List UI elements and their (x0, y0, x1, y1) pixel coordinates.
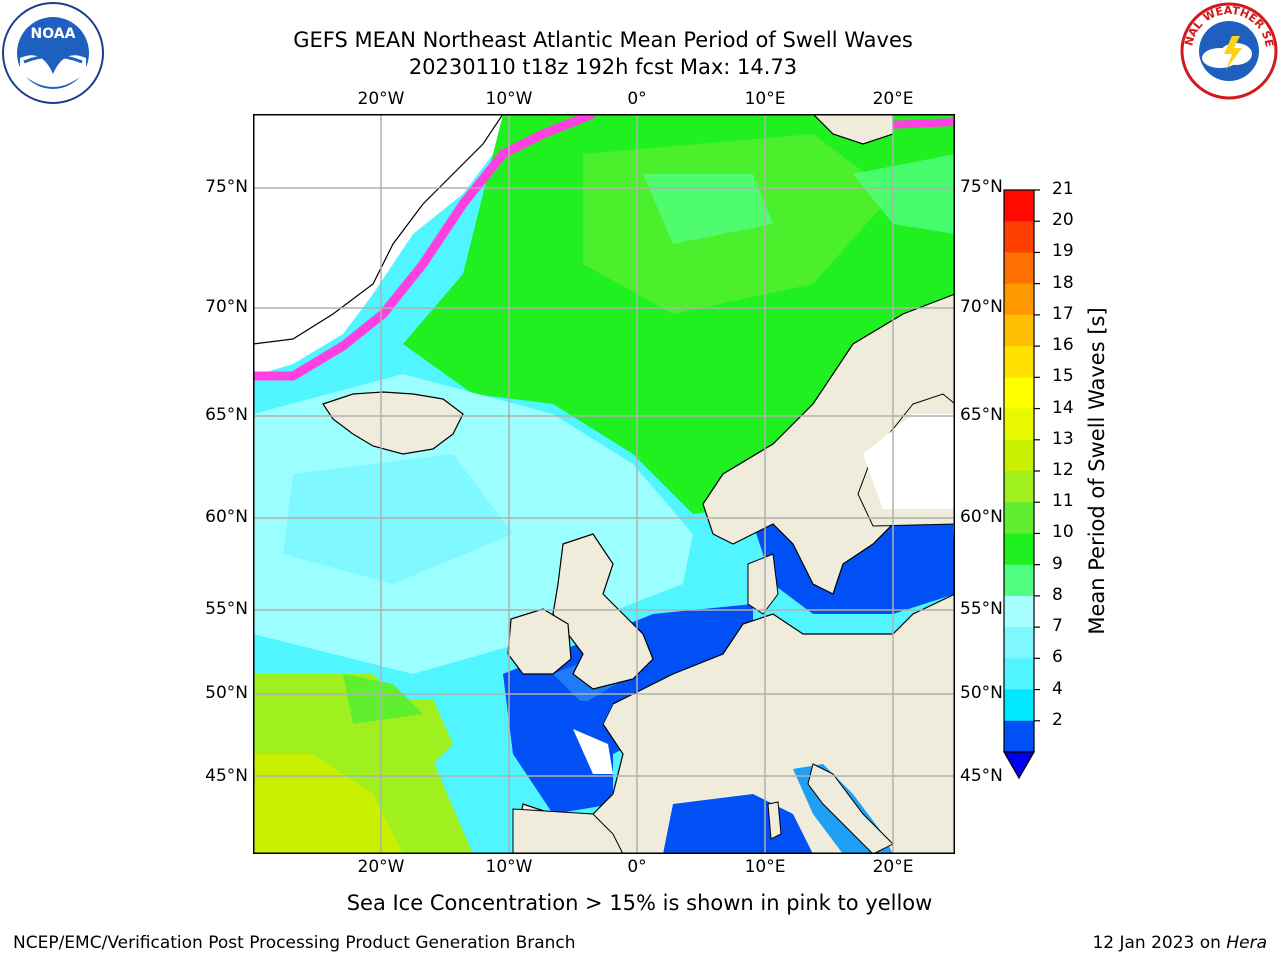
sea-ice-caption: Sea Ice Concentration > 15% is shown in … (253, 891, 1026, 915)
colorbar-segment (1004, 658, 1034, 690)
footer-date-text: 12 Jan 2023 on (1092, 933, 1226, 953)
lon-label-top-0: 0° (627, 89, 646, 109)
lat-label-right-55n: 55°N (960, 599, 1003, 619)
colorbar-segment (1004, 690, 1034, 722)
footer-credit: NCEP/EMC/Verification Post Processing Pr… (13, 933, 576, 953)
lon-label-bottom-10w: 10°W (486, 857, 533, 877)
lon-label-top-20e: 20°E (873, 89, 914, 109)
colorbar-tick-label: 21 (1052, 179, 1074, 199)
colorbar-tick-label: 16 (1052, 335, 1074, 355)
colorbar-tick-label: 4 (1052, 679, 1063, 699)
colorbar-segment (1004, 471, 1034, 503)
colorbar-tick-label: 9 (1052, 554, 1063, 574)
colorbar-label: Mean Period of Swell Waves [s] (1085, 307, 1109, 634)
lat-label-right-60n: 60°N (960, 507, 1003, 527)
colorbar-tick-label: 10 (1052, 522, 1074, 542)
noaa-logo-text: NOAA (31, 26, 76, 42)
colorbar (1000, 186, 1040, 784)
footer-host: Hera (1226, 933, 1267, 953)
colorbar-svg (1000, 186, 1040, 784)
colorbar-segment (1004, 440, 1034, 472)
lat-label-left-65n: 65°N (205, 405, 248, 425)
lon-label-bottom-10e: 10°E (745, 857, 786, 877)
colorbar-segment (1004, 190, 1034, 222)
lat-label-right-50n: 50°N (960, 683, 1003, 703)
lon-label-bottom-0: 0° (627, 857, 646, 877)
lat-label-left-55n: 55°N (205, 599, 248, 619)
lon-label-bottom-20w: 20°W (358, 857, 405, 877)
colorbar-tick-label: 2 (1052, 710, 1063, 730)
lat-label-right-70n: 70°N (960, 297, 1003, 317)
colorbar-segment (1004, 221, 1034, 253)
lat-label-left-75n: 75°N (205, 177, 248, 197)
lat-label-right-75n: 75°N (960, 177, 1003, 197)
colorbar-segment (1004, 533, 1034, 565)
colorbar-tick-label: 14 (1052, 398, 1074, 418)
colorbar-tick-label: 6 (1052, 647, 1063, 667)
colorbar-segment (1004, 252, 1034, 284)
lat-label-left-50n: 50°N (205, 683, 248, 703)
nws-logo: NATIONAL WEATHER SERVICE (1180, 2, 1278, 100)
colorbar-tick-label: 15 (1052, 366, 1074, 386)
colorbar-tick-label: 7 (1052, 616, 1063, 636)
colorbar-segment (1004, 627, 1034, 659)
lat-label-left-70n: 70°N (205, 297, 248, 317)
colorbar-segment (1004, 409, 1034, 441)
colorbar-segment (1004, 346, 1034, 378)
colorbar-tick-label: 8 (1052, 585, 1063, 605)
colorbar-tick-label: 13 (1052, 429, 1074, 449)
footer-date: 12 Jan 2023 on Hera (1092, 933, 1267, 953)
lon-label-bottom-20e: 20°E (873, 857, 914, 877)
colorbar-segment (1004, 565, 1034, 597)
colorbar-tick-label: 18 (1052, 273, 1074, 293)
lat-label-left-60n: 60°N (205, 507, 248, 527)
colorbar-segment (1004, 596, 1034, 628)
colorbar-tick-label: 19 (1052, 241, 1074, 261)
colorbar-segment (1004, 502, 1034, 534)
lat-label-right-45n: 45°N (960, 766, 1003, 786)
colorbar-segment (1004, 721, 1034, 753)
colorbar-tick-label: 20 (1052, 210, 1074, 230)
title-line-2: 20230110 t18z 192h fcst Max: 14.73 (0, 54, 1206, 80)
title-line-1: GEFS MEAN Northeast Atlantic Mean Period… (0, 27, 1206, 53)
lon-label-top-10e: 10°E (745, 89, 786, 109)
map-panel (253, 114, 955, 854)
colorbar-extend-arrow (1004, 752, 1034, 778)
colorbar-segment (1004, 284, 1034, 316)
colorbar-tick-label: 17 (1052, 304, 1074, 324)
colorbar-segment (1004, 315, 1034, 347)
lon-label-top-10w: 10°W (486, 89, 533, 109)
lat-label-left-45n: 45°N (205, 766, 248, 786)
lat-label-right-65n: 65°N (960, 405, 1003, 425)
map-canvas (253, 114, 955, 854)
lon-label-top-20w: 20°W (358, 89, 405, 109)
colorbar-tick-label: 11 (1052, 491, 1074, 511)
colorbar-segment (1004, 377, 1034, 409)
colorbar-tick-label: 12 (1052, 460, 1074, 480)
noaa-logo: NOAA (2, 2, 104, 104)
